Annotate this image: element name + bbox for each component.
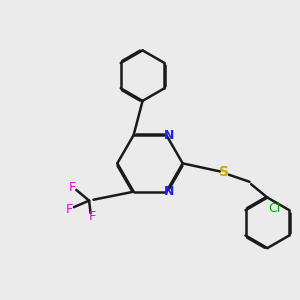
Text: Cl: Cl: [268, 202, 280, 215]
Text: F: F: [69, 181, 76, 194]
Text: N: N: [164, 129, 174, 142]
Text: F: F: [66, 203, 73, 216]
Text: N: N: [164, 185, 174, 198]
Text: F: F: [88, 211, 96, 224]
Text: S: S: [219, 165, 229, 179]
